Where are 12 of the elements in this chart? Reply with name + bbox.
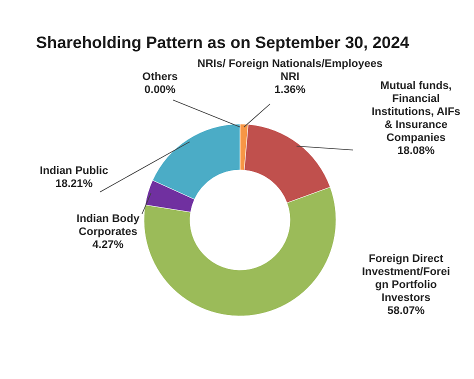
data-label: 58.07% <box>387 305 425 317</box>
data-label: 1.36% <box>274 84 306 96</box>
slice-label: Indian Public <box>40 165 108 177</box>
category-label: Others <box>142 71 178 83</box>
data-label: 4.27% <box>92 239 124 251</box>
chart-title: Shareholding Pattern as on September 30, 2024 <box>36 34 410 52</box>
slice-label: Indian Body Corporates <box>76 213 140 238</box>
text: 0.00% <box>144 84 176 96</box>
data-label: 18.21% <box>55 178 93 190</box>
slice-label: Mutual funds, Financial Institutions, AIFs & Insurance Companies <box>372 80 460 144</box>
data-label: 18.08% <box>397 145 435 157</box>
slice-label: Foreign Direct Investment/Forei gn Portfolio Investors <box>362 253 450 304</box>
